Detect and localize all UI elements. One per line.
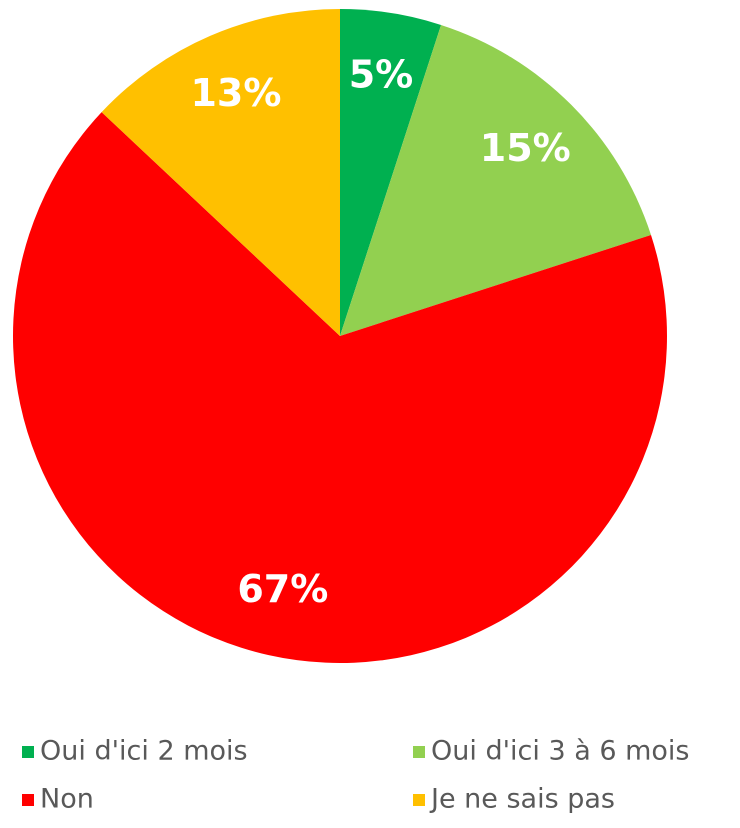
legend-label: Je ne sais pas: [429, 784, 615, 815]
data-label: 67%: [237, 567, 328, 611]
data-label: 5%: [349, 53, 414, 97]
legend-swatch: [22, 746, 34, 758]
pie-slice: [340, 25, 651, 337]
pie-slice: [13, 112, 667, 663]
pie-slice: [340, 9, 442, 336]
legend-swatch: [413, 746, 425, 758]
legend-swatch: [413, 794, 425, 806]
legend-label: Non: [40, 784, 94, 815]
legend-label: Oui d'ici 2 mois: [40, 736, 248, 767]
legend-swatch: [22, 794, 34, 806]
data-label: 15%: [480, 126, 571, 170]
pie-slice: [101, 9, 340, 336]
data-label: 13%: [190, 71, 281, 115]
legend-label: Oui d'ici 3 à 6 mois: [431, 736, 689, 767]
